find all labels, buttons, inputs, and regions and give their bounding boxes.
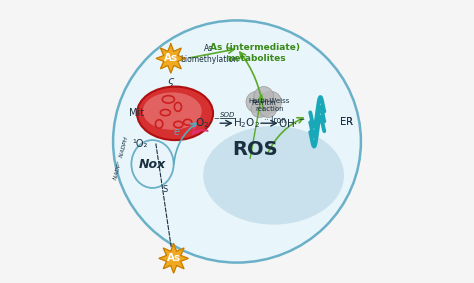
Text: O$_2$$\cdot$$^-$: O$_2$$\cdot$$^-$	[195, 116, 220, 130]
Circle shape	[260, 101, 276, 117]
Text: H$_2$O$_2$: H$_2$O$_2$	[233, 116, 260, 130]
Text: ¹O₂: ¹O₂	[132, 139, 147, 149]
Text: As: As	[164, 53, 178, 63]
Circle shape	[254, 87, 273, 106]
Text: As
biomethylation: As biomethylation	[180, 44, 238, 65]
Circle shape	[255, 99, 273, 117]
Ellipse shape	[143, 92, 202, 130]
Text: Ferritin: Ferritin	[251, 100, 276, 106]
Ellipse shape	[131, 140, 173, 188]
Text: ROS: ROS	[232, 140, 278, 159]
Polygon shape	[159, 244, 188, 273]
Text: As (intermediate)
metabolites: As (intermediate) metabolites	[210, 43, 301, 63]
Ellipse shape	[137, 87, 213, 140]
Text: Harbr-Weiss
reaction: Harbr-Weiss reaction	[249, 98, 290, 112]
Text: ·· Iron: ·· Iron	[264, 116, 286, 125]
Text: OH$\cdot$$^-$: OH$\cdot$$^-$	[278, 117, 306, 129]
Text: ς: ς	[168, 76, 174, 86]
Text: Nox: Nox	[139, 158, 166, 171]
Ellipse shape	[203, 126, 344, 225]
Text: e: e	[173, 127, 180, 137]
Text: ER: ER	[340, 117, 353, 127]
Polygon shape	[156, 44, 185, 73]
Text: Mit: Mit	[129, 108, 145, 118]
Circle shape	[246, 91, 267, 113]
Text: NADP⁺  NADPH: NADP⁺ NADPH	[113, 136, 130, 180]
Text: ER: ER	[340, 117, 353, 127]
Text: S: S	[163, 185, 168, 194]
Circle shape	[260, 91, 282, 113]
Text: SOD: SOD	[219, 112, 235, 117]
Ellipse shape	[113, 20, 361, 263]
Circle shape	[251, 101, 268, 117]
Text: As: As	[166, 253, 181, 263]
